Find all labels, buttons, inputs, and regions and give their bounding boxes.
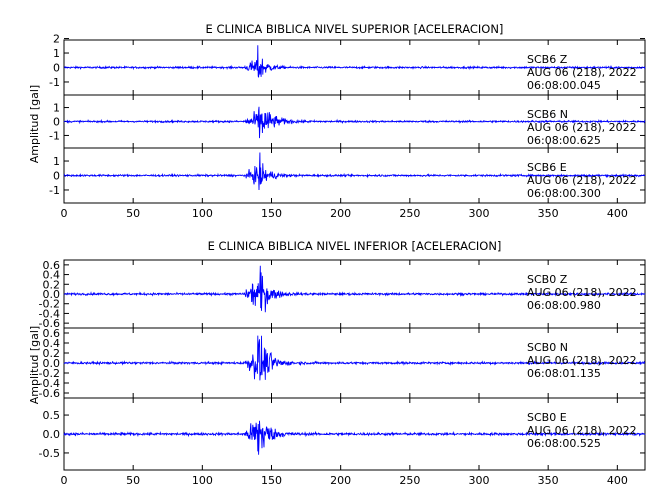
trace-date: AUG 06 (218), 2022 <box>527 424 637 437</box>
waveform-trace <box>63 152 646 191</box>
y-tick-label: -0.2 <box>39 298 60 311</box>
y-tick-label: 0 <box>53 62 60 75</box>
waveform-trace <box>63 106 646 139</box>
y-tick-label: 0 <box>53 116 60 129</box>
station-component-label: SCB6 N <box>527 108 568 121</box>
x-tick-label: 350 <box>538 207 559 220</box>
trace-date: AUG 06 (218), 2022 <box>527 286 637 299</box>
trace-start-time: 06:08:00.300 <box>527 187 601 200</box>
trace-date: AUG 06 (218), 2022 <box>527 174 637 187</box>
x-tick-label: 400 <box>607 474 628 487</box>
x-tick-label: 0 <box>61 474 68 487</box>
x-tick-label: 50 <box>126 207 140 220</box>
x-tick-label: 300 <box>469 207 490 220</box>
trace-date: AUG 06 (218), 2022 <box>527 354 637 367</box>
y-tick-label: -1 <box>49 184 60 197</box>
y-tick-label: 1 <box>53 47 60 60</box>
y-tick-label: 0.5 <box>43 409 61 422</box>
x-tick-label: 200 <box>330 207 351 220</box>
y-tick-label: -0.6 <box>39 387 60 400</box>
chart-title: E CLINICA BIBLICA NIVEL INFERIOR [ACELER… <box>208 239 502 253</box>
y-tick-label: 2 <box>53 33 60 46</box>
trace-start-time: 06:08:01.135 <box>527 367 601 380</box>
x-tick-label: 300 <box>469 474 490 487</box>
y-tick-label: 0.6 <box>43 259 61 272</box>
station-component-label: SCB0 N <box>527 341 568 354</box>
trace-start-time: 06:08:00.625 <box>527 134 601 147</box>
x-tick-label: 100 <box>192 207 213 220</box>
y-tick-label: 1 <box>53 102 60 115</box>
station-component-label: SCB0 E <box>527 411 567 424</box>
waveform-trace <box>63 45 646 78</box>
y-tick-label: 0.4 <box>43 337 61 350</box>
y-tick-label: -0.4 <box>39 377 60 390</box>
x-tick-label: 50 <box>126 474 140 487</box>
x-tick-label: 150 <box>261 207 282 220</box>
station-component-label: SCB6 Z <box>527 53 568 66</box>
waveform-trace <box>63 335 646 381</box>
y-axis-label: Amplitud [gal] <box>28 85 41 163</box>
chart-2: E CLINICA BIBLICA NIVEL INFERIOR [ACELER… <box>28 239 646 487</box>
y-tick-label: 0 <box>53 170 60 183</box>
y-tick-label: 0.0 <box>43 357 61 370</box>
x-tick-label: 350 <box>538 474 559 487</box>
station-component-label: SCB6 E <box>527 161 567 174</box>
y-tick-label: -1 <box>49 76 60 89</box>
station-component-label: SCB0 Z <box>527 273 568 286</box>
y-tick-label: 0.0 <box>43 288 61 301</box>
x-tick-label: 150 <box>261 474 282 487</box>
y-axis-label: Amplitud [gal] <box>28 326 41 404</box>
x-tick-label: 250 <box>399 474 420 487</box>
waveform-trace <box>63 265 646 313</box>
trace-date: AUG 06 (218), 2022 <box>527 66 637 79</box>
x-tick-label: 200 <box>330 474 351 487</box>
y-tick-label: -0.5 <box>39 447 60 460</box>
y-tick-label: 0.2 <box>43 347 61 360</box>
y-tick-label: -1 <box>49 129 60 142</box>
trace-start-time: 06:08:00.980 <box>527 299 601 312</box>
y-tick-label: 1 <box>53 155 60 168</box>
waveform-trace <box>63 420 646 455</box>
chart-title: E CLINICA BIBLICA NIVEL SUPERIOR [ACELER… <box>206 22 504 36</box>
y-tick-label: 0.6 <box>43 327 61 340</box>
x-tick-label: 100 <box>192 474 213 487</box>
x-tick-label: 250 <box>399 207 420 220</box>
y-tick-label: 0.2 <box>43 278 61 291</box>
y-tick-label: 0.0 <box>43 428 61 441</box>
y-tick-label: -0.6 <box>39 317 60 330</box>
x-tick-label: 400 <box>607 207 628 220</box>
trace-start-time: 06:08:00.525 <box>527 437 601 450</box>
x-tick-label: 0 <box>61 207 68 220</box>
y-tick-label: -0.2 <box>39 367 60 380</box>
trace-start-time: 06:08:00.045 <box>527 79 601 92</box>
chart-1: E CLINICA BIBLICA NIVEL SUPERIOR [ACELER… <box>28 22 646 220</box>
trace-date: AUG 06 (218), 2022 <box>527 121 637 134</box>
y-tick-label: -0.4 <box>39 307 60 320</box>
y-tick-label: 0.4 <box>43 269 61 282</box>
